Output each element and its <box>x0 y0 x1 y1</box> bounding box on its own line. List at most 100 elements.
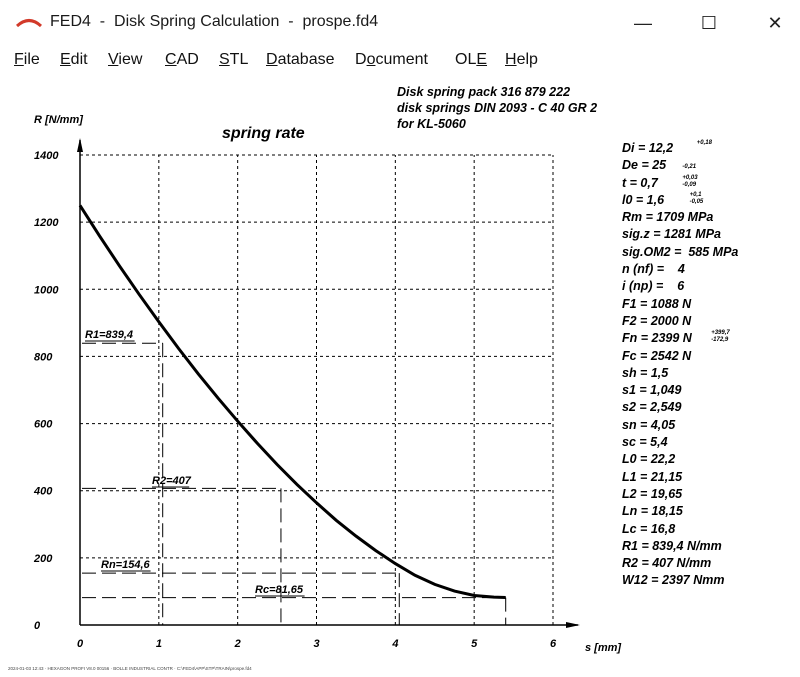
spring-rate-curve <box>78 204 506 599</box>
parameter-text: R2 = 407 N/mm <box>622 556 712 571</box>
parameter-text: Di = 12,2 <box>622 141 674 155</box>
parameter-row: F1 = 1088 N <box>622 296 738 313</box>
parameter-text: De = 25 <box>622 158 667 173</box>
parameter-text: n (nf) = 4 <box>622 262 685 277</box>
y-axis-label: R [N/mm] <box>34 114 83 126</box>
parameter-text: L2 = 19,65 <box>622 486 683 501</box>
y-tick-label: 1400 <box>34 150 59 162</box>
parameter-row: Fn = 2399 N +399,7 -172,9 <box>622 330 738 347</box>
parameter-text: sn = 4,05 <box>622 417 676 432</box>
menu-cad[interactable]: CAD <box>165 51 199 68</box>
parameter-row: Ln = 18,15 <box>622 503 738 520</box>
menu-database[interactable]: Database <box>266 51 335 68</box>
parameter-row: Di = 12,2 +0,18 <box>622 140 738 157</box>
x-axis-label: s [mm] <box>585 642 621 654</box>
menu-stl[interactable]: STL <box>219 51 249 68</box>
drawing-canvas: 0 1 2 3 4 5 6 0 200 400 600 800 1000 1200 1400 R [N/mm]… <box>0 78 800 677</box>
marker-label: Rn=154,6 <box>101 559 150 571</box>
minimize-button[interactable]: — <box>634 12 652 33</box>
parameter-text: s1 = 1,049 <box>622 383 682 398</box>
x-tick-label: 0 <box>77 638 84 650</box>
x-tick-label: 4 <box>391 638 398 650</box>
parameter-row: Rm = 1709 MPa <box>622 209 738 226</box>
menu-view[interactable]: View <box>108 51 143 68</box>
tolerance-upper: +0,18 <box>696 140 712 146</box>
parameter-row: F2 = 2000 N <box>622 313 738 330</box>
y-tick-label: 1200 <box>34 217 59 229</box>
y-axis-arrow <box>77 138 83 152</box>
parameter-text: l0 = 1,6 <box>622 192 665 207</box>
parameter-row: sig.z = 1281 MPa <box>622 226 738 243</box>
parameter-row: n (nf) = 4 <box>622 261 738 278</box>
parameter-text: R1 = 839,4 N/mm <box>622 538 722 553</box>
parameter-text: i (np) = 6 <box>622 279 685 294</box>
header-line: for KL-5060 <box>397 117 466 131</box>
parameter-row: sig.OM2 = 585 MPa <box>622 244 738 261</box>
tolerance-lower: -0,21 <box>682 164 697 171</box>
header-line: disk springs DIN 2093 - C 40 GR 2 <box>397 101 598 115</box>
parameter-text: sh = 1,5 <box>622 365 669 380</box>
y-tick-label: 800 <box>34 351 53 363</box>
parameter-text: W12 = 2397 Nmm <box>622 573 725 588</box>
parameter-row: t = 0,7 +0,03 -0,09 <box>622 175 738 192</box>
menu-edit[interactable]: Edit <box>60 51 88 68</box>
parameter-row: s1 = 1,049 <box>622 382 738 399</box>
y-tick-label: 400 <box>33 486 53 498</box>
menu-document[interactable]: Document <box>355 51 428 68</box>
footer-text: 2024-01-03 12:43 · HEXAGON PROFI V8.0 00… <box>8 666 252 671</box>
parameter-row: Fc = 2542 N <box>622 348 738 365</box>
marker-label: Rc=81,65 <box>255 584 304 596</box>
parameter-text: Ln = 18,15 <box>622 504 683 519</box>
menu-ole[interactable]: OLE <box>455 51 488 68</box>
y-tick-label: 1000 <box>34 284 59 296</box>
menu-bar: File Edit View CAD STL Database Document OLE Hel… <box>0 46 800 76</box>
maximize-button[interactable]: ☐ <box>700 12 718 33</box>
parameter-row: sc = 5,4 <box>622 434 738 451</box>
parameter-text: sc = 5,4 <box>622 435 668 450</box>
window-title: FED4 - Disk Spring Calculation - prospe.… <box>50 13 379 30</box>
tolerance-upper: +0,1 <box>689 191 702 198</box>
chart-title: spring rate <box>222 125 305 142</box>
parameter-text: L0 = 22,2 <box>622 452 676 467</box>
header-line: Disk spring pack 316 879 222 <box>397 85 571 99</box>
tolerance-lower: -172,9 <box>711 337 729 344</box>
marker-label: R2=407 <box>152 475 192 487</box>
parameter-text: Rm = 1709 MPa <box>622 210 714 225</box>
tolerance-lower: -0,05 <box>689 198 704 205</box>
tolerance-upper: +399,7 <box>711 330 730 337</box>
parameter-row: W12 = 2397 Nmm <box>622 572 738 589</box>
x-tick-label: 2 <box>234 638 241 650</box>
parameter-text: sig.z = 1281 MPa <box>622 227 722 242</box>
menu-help[interactable]: Help <box>505 51 538 68</box>
parameter-text: Lc = 16,8 <box>622 521 676 536</box>
parameter-text: L1 = 21,15 <box>622 469 683 484</box>
tolerance-upper: +0,03 <box>682 174 698 181</box>
menu-file[interactable]: File <box>14 51 40 68</box>
parameter-text: Fc = 2542 N <box>622 348 692 363</box>
fed4-app-icon <box>15 14 43 30</box>
parameter-row: Lc = 16,8 <box>622 521 738 538</box>
y-tick-label: 600 <box>34 419 53 431</box>
parameter-row: L1 = 21,15 <box>622 469 738 486</box>
x-tick-label: 6 <box>550 638 557 650</box>
title-bar: FED4 - Disk Spring Calculation - prospe.… <box>0 0 800 46</box>
parameter-row: R2 = 407 N/mm <box>622 555 738 572</box>
parameter-text: Fn = 2399 N <box>622 331 692 346</box>
parameter-text: s2 = 2,549 <box>622 400 682 415</box>
parameter-row: L0 = 22,2 <box>622 451 738 468</box>
parameter-row: s2 = 2,549 <box>622 399 738 416</box>
x-tick-label: 1 <box>156 638 162 650</box>
parameter-row: R1 = 839,4 N/mm <box>622 538 738 555</box>
parameter-row: sh = 1,5 <box>622 365 738 382</box>
parameter-row: i (np) = 6 <box>622 278 738 295</box>
x-tick-label: 3 <box>314 638 320 650</box>
parameter-row: De = 25 -0,21 <box>622 157 738 174</box>
y-tick-label: 200 <box>33 553 53 565</box>
header-block: Disk spring pack 316 879 222 disk spring… <box>397 84 597 132</box>
tolerance-lower: -0,09 <box>682 181 697 188</box>
close-button[interactable]: ✕ <box>767 12 783 33</box>
parameter-list: Di = 12,2 +0,18 De = 25 -0,21 t = 0,7 +0,03 -0… <box>622 140 738 590</box>
parameter-row: sn = 4,05 <box>622 417 738 434</box>
parameter-text: sig.OM2 = 585 MPa <box>622 244 739 259</box>
parameter-text: t = 0,7 <box>622 175 658 190</box>
